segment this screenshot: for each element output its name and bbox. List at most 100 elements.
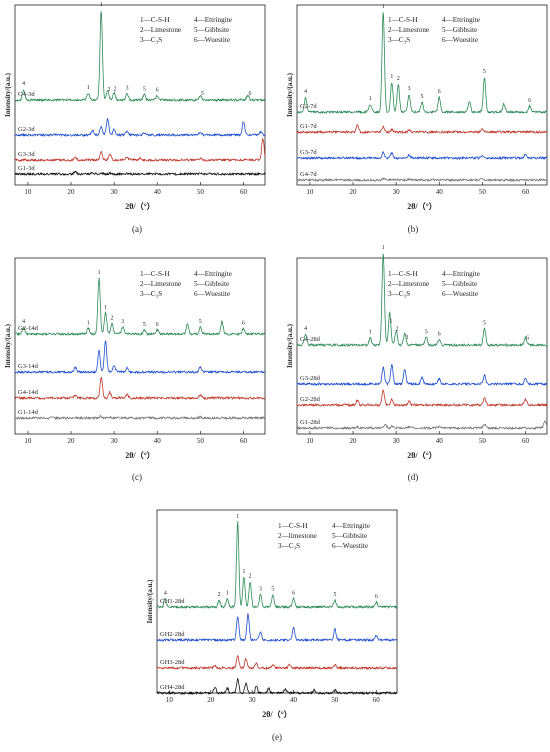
- series-line: [296, 12, 548, 114]
- peak-label: 6: [248, 91, 251, 97]
- peak-label: 5: [143, 87, 146, 93]
- series-line: [296, 151, 548, 160]
- x-tick-label: 30: [393, 437, 401, 445]
- plot-frame: [156, 509, 398, 694]
- peak-label: 5: [483, 320, 486, 326]
- series-line: [156, 521, 398, 609]
- x-tick-label: 60: [373, 696, 381, 704]
- series-line: [14, 10, 266, 102]
- x-axis-label: 2θ/（°）: [407, 450, 437, 460]
- panel-label: (b): [408, 224, 419, 234]
- legend-entry: 6—Wuestite: [442, 290, 478, 298]
- series-label: G3-3d: [18, 151, 35, 158]
- x-tick-label: 10: [306, 437, 314, 445]
- series-label: G2-7d: [300, 103, 317, 110]
- series-label: G4-28d: [300, 336, 321, 343]
- series-label: G3-14d: [18, 363, 39, 370]
- series-line: [296, 420, 548, 430]
- x-tick-label: 20: [350, 188, 358, 196]
- series-line: [156, 613, 398, 642]
- x-tick-label: 60: [522, 188, 530, 196]
- series-label: G1-3d: [18, 165, 35, 172]
- series-label: G2-28d: [300, 396, 321, 403]
- peak-label: 6: [156, 88, 159, 94]
- peak-label: 1: [100, 2, 103, 8]
- peak-label: 5: [483, 69, 486, 75]
- legend-entry: 2—Limestone: [140, 26, 181, 34]
- legend-entry: 4—Ettringite: [194, 270, 232, 278]
- chart-panel-a: 10 20 30 40 50 60 2θ/（°） Intensity/(a.u.) 1—C-S-…: [4, 2, 266, 211]
- peak-label: 1: [226, 591, 229, 597]
- x-axis-label: 2θ/（°）: [262, 709, 292, 719]
- x-tick-label: 10: [306, 188, 314, 196]
- peak-label: 5: [199, 319, 202, 325]
- panel-label: (d): [408, 472, 419, 482]
- series-line: [156, 655, 398, 670]
- y-axis-label: Intensity/(a.u.): [286, 72, 294, 117]
- peak-label: 3: [121, 319, 124, 325]
- legend-entry: 5—Gibbsite: [332, 532, 367, 540]
- peak-label: 1: [382, 4, 385, 10]
- peak-label: 2: [108, 87, 111, 93]
- peak-label: 4: [164, 591, 167, 597]
- series-line: [296, 177, 548, 182]
- series-label: G3-7d: [300, 149, 317, 156]
- peak-label: 1: [98, 270, 101, 276]
- x-tick-label: 60: [522, 437, 530, 445]
- x-tick-label: 30: [111, 437, 119, 445]
- series-line: [14, 376, 266, 400]
- peak-label: 2: [111, 316, 114, 322]
- legend-entry: 5—Gibbsite: [442, 26, 477, 34]
- x-axis-label: 2θ/（°）: [125, 450, 155, 460]
- peak-label: 5: [201, 91, 204, 97]
- x-tick-label: 20: [68, 437, 76, 445]
- series-label: G1-28d: [300, 419, 321, 426]
- legend-entry: 4—Ettringite: [442, 16, 480, 24]
- series-line: [296, 389, 548, 407]
- legend-entry: 4—Ettringite: [442, 270, 480, 278]
- panel-label: (a): [132, 224, 142, 234]
- series-label: G3-28d: [300, 375, 321, 382]
- legend-entry: 1—C-S-H: [388, 16, 418, 24]
- peak-label: 2: [249, 574, 252, 580]
- series-line: [14, 277, 266, 336]
- y-axis-label: Intensity/(a.u.): [146, 579, 154, 624]
- legend-entry: 3—C₃S: [388, 290, 410, 298]
- x-tick-label: 20: [68, 188, 76, 196]
- series-label: G4-7d: [300, 171, 317, 178]
- series-label: G2-3d: [18, 126, 35, 133]
- y-axis-label: Intensity/(a.u.): [286, 323, 294, 368]
- legend-entry: 3—C₃S: [140, 36, 162, 44]
- peak-label: 6: [292, 591, 295, 597]
- legend-entry: 3—C₃S: [278, 542, 300, 550]
- series-line: [14, 340, 266, 374]
- legend-entry: 1—C-S-H: [140, 270, 170, 278]
- series-label: GH4-28d: [160, 684, 185, 691]
- chart-panel-e: 10 20 30 40 50 60 2θ/（°） Intensity/(a.u.) 1—C-S-…: [146, 509, 398, 719]
- legend-entry: 5—Gibbsite: [442, 280, 477, 288]
- peak-label: 2: [396, 326, 399, 332]
- panel-label: (e): [272, 732, 282, 742]
- x-axis-label: 2θ/（°）: [407, 201, 437, 211]
- peak-label: 6: [438, 331, 441, 337]
- panel-label: (c): [132, 472, 142, 482]
- legend-entry: 1—C-S-H: [140, 16, 170, 24]
- x-tick-label: 30: [249, 696, 257, 704]
- x-tick-label: 10: [166, 696, 174, 704]
- peak-label: 1: [104, 305, 107, 311]
- series-line: [296, 253, 548, 347]
- y-axis-label: Intensity/(a.u.): [4, 72, 12, 117]
- x-tick-label: 30: [111, 188, 119, 196]
- peak-label: 3: [126, 86, 129, 92]
- legend-entry: 2—limestone: [278, 532, 317, 540]
- x-tick-label: 40: [290, 696, 298, 704]
- x-tick-label: 60: [240, 437, 248, 445]
- peak-label: 3: [405, 335, 408, 341]
- peak-label: 5: [425, 330, 428, 336]
- chart-panel-b: 10 20 30 40 50 60 2θ/（°） Intensity/(a.u.) 1—C-S-…: [286, 4, 548, 211]
- peak-label: 6: [438, 89, 441, 95]
- peak-label: 5: [333, 592, 336, 598]
- x-tick-label: 40: [154, 188, 162, 196]
- peak-label: 3: [259, 586, 262, 592]
